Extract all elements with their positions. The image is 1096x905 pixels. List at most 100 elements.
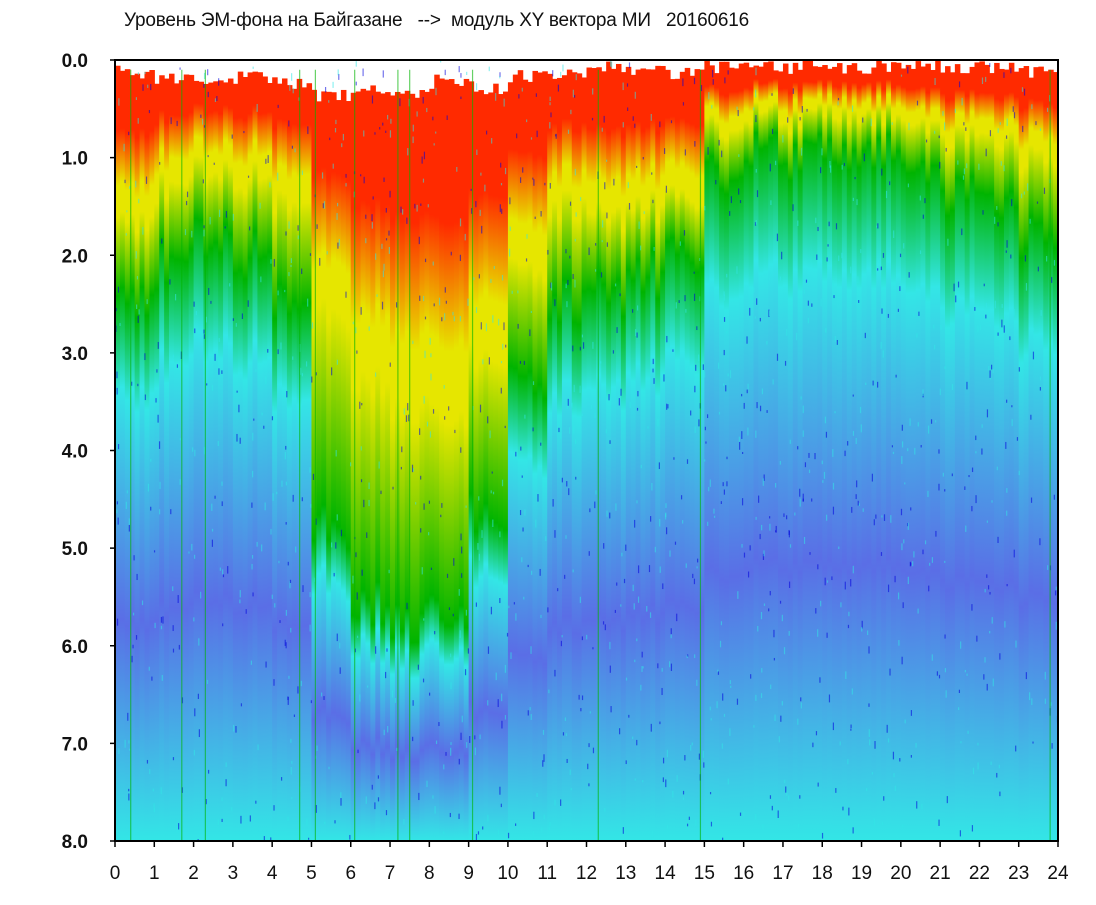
speckle xyxy=(549,122,551,129)
speckle xyxy=(345,173,347,178)
speckle xyxy=(821,832,824,839)
speckle xyxy=(532,830,534,839)
speckle xyxy=(804,462,807,468)
speckle xyxy=(450,251,452,256)
speckle xyxy=(569,769,571,776)
speckle xyxy=(412,700,414,706)
speckle xyxy=(636,165,638,168)
speckle xyxy=(919,195,921,201)
speckle xyxy=(273,259,275,267)
speckle xyxy=(307,298,309,307)
speckle xyxy=(280,342,282,350)
speckle xyxy=(423,618,425,621)
x-tick-label: 15 xyxy=(694,863,715,884)
heat-strip xyxy=(920,66,926,841)
speckle xyxy=(882,821,884,825)
speckle xyxy=(450,682,452,690)
speckle xyxy=(535,93,537,97)
y-tick-label: 6.0 xyxy=(62,637,88,658)
speckle xyxy=(684,295,686,302)
speckle xyxy=(989,324,991,327)
speckle xyxy=(608,394,610,401)
speckle xyxy=(957,160,959,165)
speckle xyxy=(955,295,957,303)
x-tick-label: 2 xyxy=(188,863,199,884)
speckle xyxy=(743,402,745,409)
speckle xyxy=(882,350,884,358)
speckle xyxy=(883,796,885,801)
speckle xyxy=(356,350,358,354)
speckle xyxy=(144,71,146,75)
speckle xyxy=(124,739,126,748)
speckle xyxy=(229,283,231,287)
speckle xyxy=(554,669,556,677)
speckle xyxy=(979,324,981,331)
speckle xyxy=(459,630,461,638)
speckle xyxy=(272,493,274,501)
heat-strip xyxy=(881,63,887,841)
speckle xyxy=(1030,497,1033,503)
speckle xyxy=(699,257,701,261)
speckle xyxy=(536,792,538,798)
speckle xyxy=(562,64,564,72)
heat-strip xyxy=(375,91,381,841)
speckle xyxy=(860,424,862,433)
speckle xyxy=(291,73,293,81)
x-tick-label: 8 xyxy=(424,863,435,884)
speckle xyxy=(566,401,569,410)
speckle xyxy=(349,462,352,467)
speckle xyxy=(971,467,974,473)
speckle xyxy=(984,657,986,663)
speckle xyxy=(286,391,288,398)
speckle xyxy=(762,553,765,560)
speckle xyxy=(493,266,495,270)
speckle xyxy=(666,403,668,410)
speckle xyxy=(616,327,618,334)
speckle xyxy=(1006,584,1008,587)
speckle xyxy=(820,298,822,307)
speckle xyxy=(1005,250,1007,253)
speckle xyxy=(589,711,591,714)
speckle xyxy=(432,116,434,121)
speckle xyxy=(560,71,562,77)
speckle xyxy=(429,337,431,345)
speckle xyxy=(217,440,219,447)
speckle xyxy=(851,105,854,112)
speckle xyxy=(554,299,556,307)
speckle xyxy=(475,833,478,841)
heat-strip xyxy=(959,73,966,841)
speckle xyxy=(355,327,357,334)
speckle xyxy=(747,427,749,436)
speckle xyxy=(692,573,694,579)
speckle xyxy=(761,524,763,531)
speckle xyxy=(899,286,901,292)
speckle xyxy=(886,724,888,733)
speckle xyxy=(985,148,987,157)
speckle xyxy=(889,181,891,186)
speckle xyxy=(839,741,841,746)
x-tick-label: 14 xyxy=(655,863,677,884)
speckle xyxy=(560,799,562,806)
speckle xyxy=(438,297,441,306)
speckle xyxy=(856,199,858,206)
speckle xyxy=(727,373,729,377)
heat-strip xyxy=(286,85,293,841)
speckle xyxy=(595,243,597,246)
speckle xyxy=(417,664,419,670)
speckle xyxy=(907,522,909,527)
speckle xyxy=(659,121,661,128)
y-tick-label: 3.0 xyxy=(62,344,88,365)
heat-strip xyxy=(458,85,465,841)
speckle xyxy=(476,149,478,156)
speckle xyxy=(426,780,428,788)
speckle xyxy=(848,807,850,816)
speckle xyxy=(682,790,685,795)
speckle xyxy=(636,407,639,411)
speckle xyxy=(391,690,394,698)
speckle xyxy=(725,385,727,392)
speckle xyxy=(858,503,860,507)
y-tick-label: 1.0 xyxy=(62,149,88,170)
speckle xyxy=(422,96,424,104)
speckle xyxy=(1042,341,1044,345)
speckle xyxy=(953,283,955,292)
